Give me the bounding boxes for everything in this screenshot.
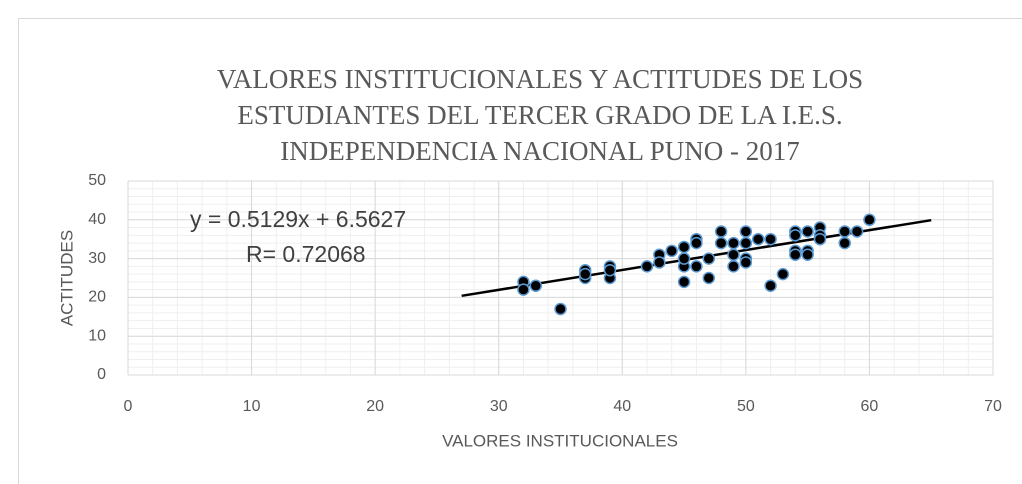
- x-tick-label: 50: [737, 398, 755, 415]
- data-point: [739, 236, 753, 250]
- plot-area: 0 10 20 30 40 50 60 70 0 10 20 30 40 50: [88, 172, 1002, 415]
- data-point: [640, 260, 654, 273]
- data-point: [690, 236, 703, 250]
- chart-title: INDEPENDENCIA NACIONAL PUNO - 2017: [280, 136, 799, 166]
- y-tick-label: 10: [88, 327, 106, 344]
- y-tick-label: 40: [88, 211, 106, 228]
- data-point: [677, 275, 691, 289]
- x-tick-label: 30: [490, 398, 508, 415]
- data-point: [789, 229, 802, 242]
- x-axis-title: VALORES INSTITUCIONALES: [442, 431, 678, 450]
- data-point: [838, 225, 851, 238]
- equation-label: y = 0.5129x + 6.5627: [190, 206, 406, 232]
- data-point: [776, 267, 790, 281]
- x-tick-label: 0: [124, 398, 133, 415]
- data-point: [789, 248, 802, 261]
- data-point: [813, 232, 827, 246]
- x-tick-label: 60: [861, 398, 879, 415]
- x-tick-label: 40: [613, 398, 631, 415]
- x-tick-label: 70: [984, 398, 1002, 415]
- data-point: [517, 283, 530, 296]
- data-point: [702, 271, 716, 285]
- data-point: [529, 279, 543, 293]
- y-tick-label: 30: [88, 250, 106, 267]
- data-point: [739, 256, 753, 269]
- data-point: [838, 236, 851, 250]
- x-tick-label: 20: [366, 398, 384, 415]
- x-tick-label: 10: [243, 398, 261, 415]
- y-axis-title: ACTITUDES: [57, 230, 76, 326]
- data-point: [653, 256, 666, 269]
- data-point: [863, 213, 876, 227]
- chart-title: ESTUDIANTES DEL TERCER GRADO DE LA I.E.S…: [237, 100, 842, 130]
- data-point: [727, 260, 740, 273]
- r-label: R= 0.72068: [246, 241, 366, 267]
- data-point: [702, 252, 716, 265]
- data-point: [739, 225, 753, 238]
- data-point: [764, 232, 777, 246]
- y-tick-label: 0: [97, 366, 106, 383]
- data-point: [751, 232, 765, 246]
- y-tick-label: 20: [88, 289, 106, 306]
- chart-title: VALORES INSTITUCIONALES Y ACTITUDES DE L…: [217, 64, 863, 94]
- data-point: [603, 263, 617, 277]
- data-point: [850, 225, 864, 238]
- data-point: [578, 267, 592, 281]
- data-point: [554, 302, 567, 316]
- data-point: [764, 279, 777, 293]
- data-point: [801, 248, 814, 261]
- y-tick-label: 50: [88, 172, 106, 189]
- data-point: [714, 236, 728, 250]
- data-point: [727, 236, 740, 250]
- data-point: [801, 225, 814, 238]
- data-point: [665, 244, 678, 258]
- data-point: [727, 248, 740, 261]
- data-point: [690, 260, 703, 273]
- data-point: [714, 225, 728, 238]
- data-point: [677, 252, 691, 265]
- data-point: [677, 240, 691, 254]
